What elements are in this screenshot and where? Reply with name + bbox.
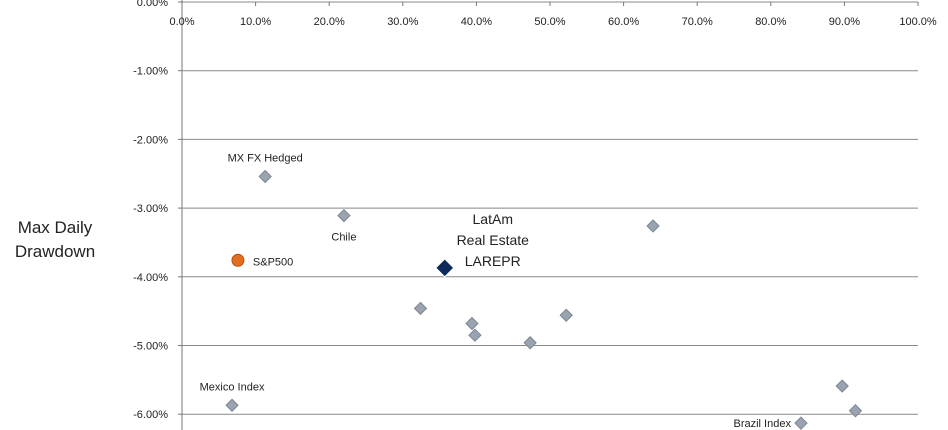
y-tick-label: -6.00% [133,409,168,421]
y-tick-label: -2.00% [133,134,168,146]
x-tick-label: 80.0% [755,16,786,28]
y-axis-label-line-1: Max Daily [17,218,93,237]
point-label: LatAm [473,211,513,227]
data-point [794,416,808,430]
data-point [258,169,272,184]
y-axis-label-line-2: Drawdown [14,242,96,261]
data-point [646,219,660,233]
point-label: Real Estate [457,232,530,248]
x-tick-label: 30.0% [387,16,418,28]
data-point [835,379,849,393]
x-tick-label: 0.0% [169,16,194,28]
data-point [465,316,479,331]
y-tick-label: -5.00% [133,341,168,353]
data-point [337,208,351,223]
x-tick-label: 20.0% [314,16,345,28]
data-point [413,301,428,316]
y-tick-label: 0.00% [137,0,168,9]
data-point [523,336,537,350]
point-label: S&P500 [253,256,293,268]
point-label: Chile [331,232,356,244]
y-tick-label: -3.00% [133,203,168,215]
data-point [225,398,239,412]
y-tick-label: -1.00% [133,66,168,78]
data-point [559,308,573,322]
data-point [468,328,482,342]
x-tick-label: 60.0% [608,16,639,28]
data-point-sp500 [231,253,245,267]
x-tick-label: 50.0% [534,16,565,28]
x-tick-label: 90.0% [829,16,860,28]
x-tick-label: 70.0% [682,16,713,28]
x-tick-label: 40.0% [461,16,492,28]
x-tick-label: 10.0% [240,16,271,28]
data-point [848,404,863,418]
y-tick-label: -4.00% [133,272,168,284]
x-tick-label: 100.0% [899,16,937,28]
point-label: MX FX Hedged [228,152,303,164]
point-label: Brazil Index [733,418,791,430]
point-label: LAREPR [465,253,521,269]
point-label: Mexico Index [200,381,265,393]
data-point [435,258,455,278]
